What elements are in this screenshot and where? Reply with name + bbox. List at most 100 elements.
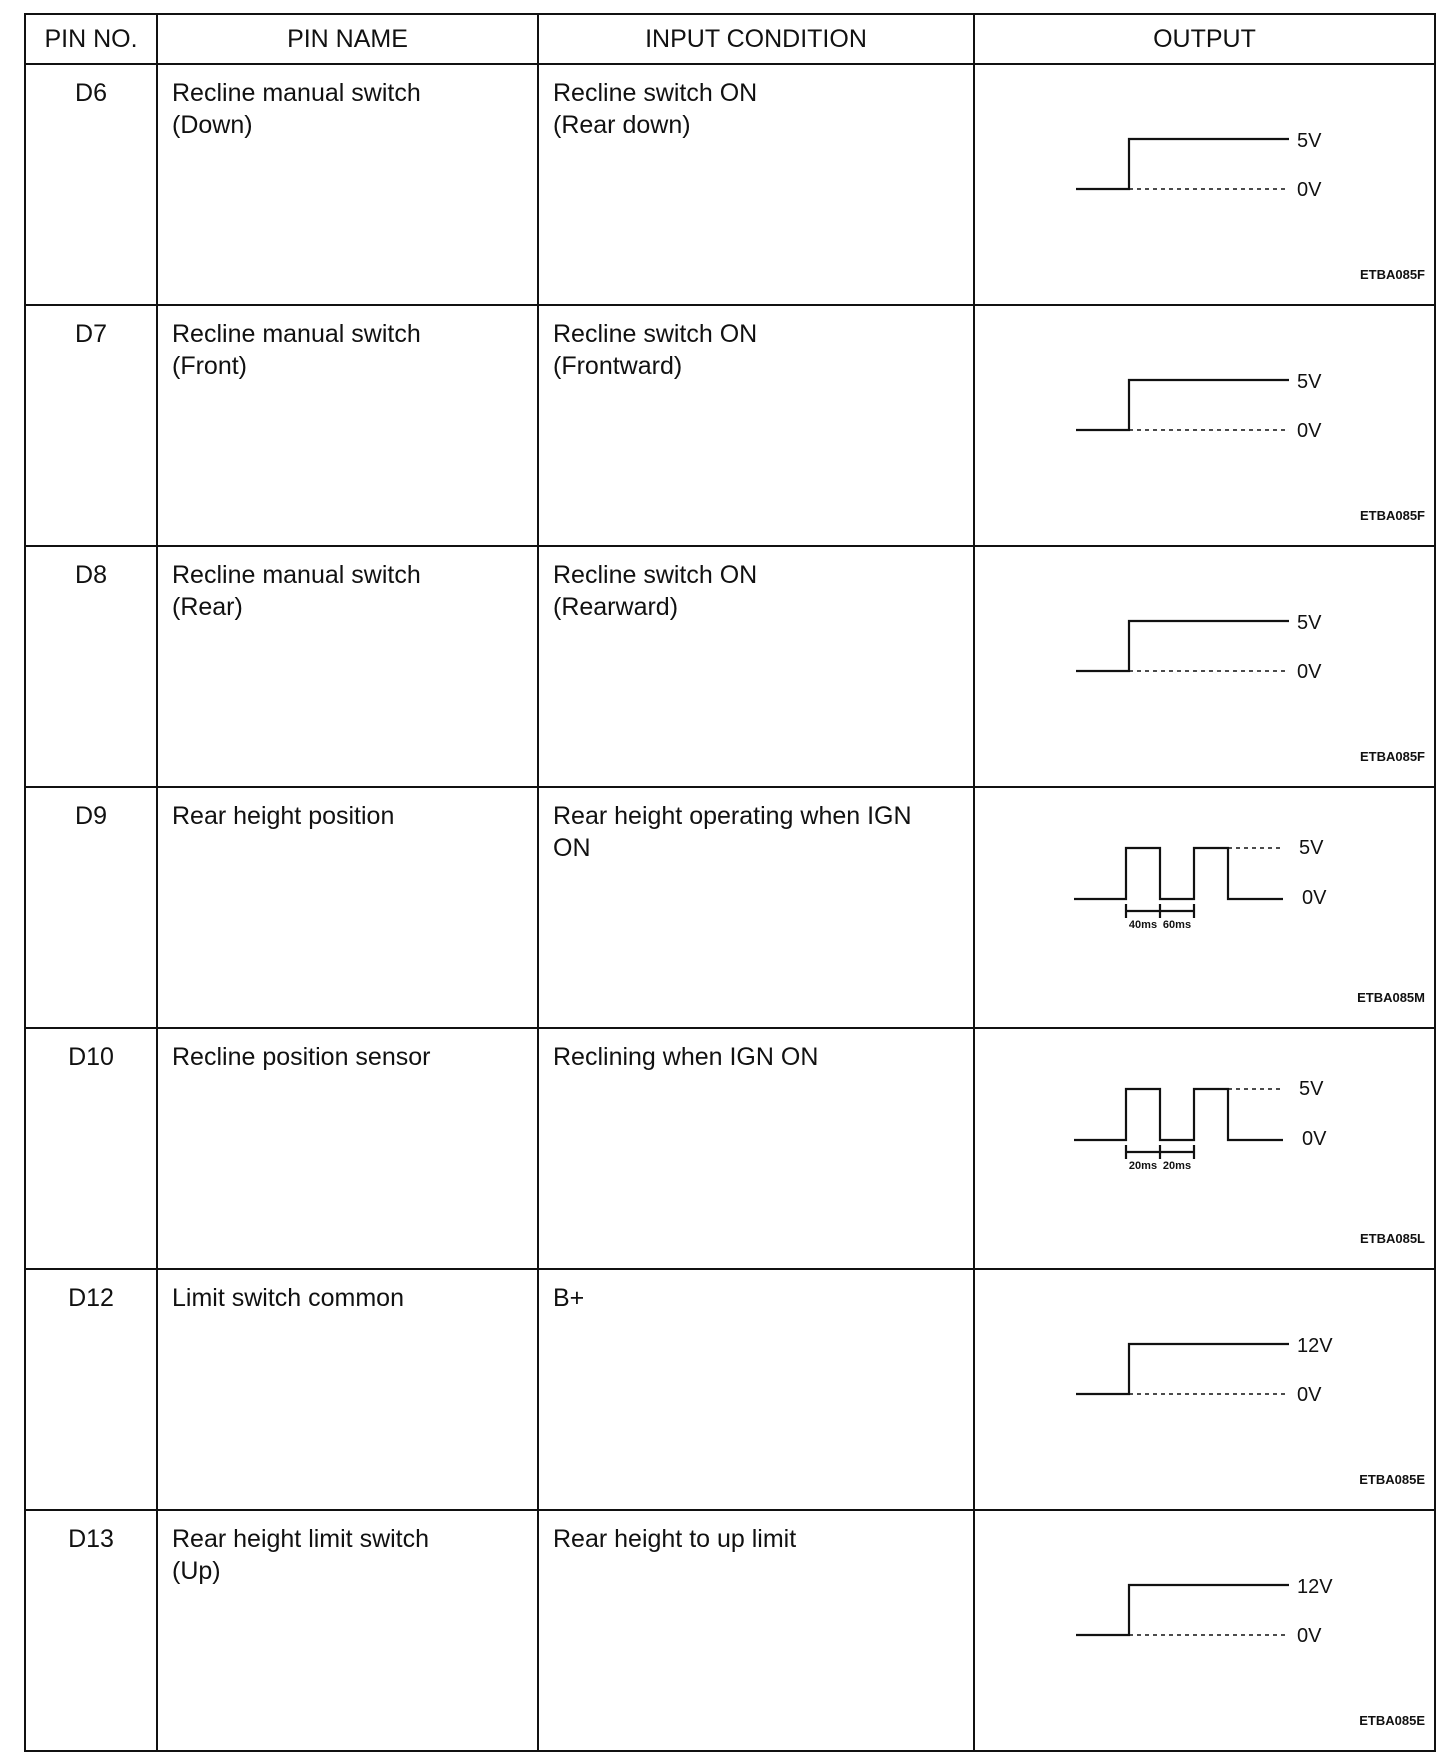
pin-number-cell: D13 (24, 1509, 158, 1752)
output-cell: 12V 0V ETBA085E (973, 1509, 1436, 1752)
output-waveform: 5V 0V 40ms 60ms ETBA085M (1074, 837, 1425, 1005)
condition-line: (Frontward) (553, 352, 683, 380)
pin-number-cell: D10 (24, 1027, 158, 1270)
pin-name-line: (Rear) (172, 593, 243, 621)
figure-code: ETBA085F (1360, 749, 1425, 764)
pin-name-line: (Down) (172, 111, 253, 139)
pin-number: D6 (75, 79, 107, 107)
interval-label: 60ms (1163, 919, 1191, 931)
table-row: D9 Rear height position Rear height operat… (24, 786, 1436, 1029)
output-cell: 5V 0V ETBA085F (973, 545, 1436, 788)
pin-name-cell: Recline manual switch (Down) (156, 63, 539, 306)
input-condition-cell: Recline switch ON (Rear down) (537, 63, 975, 306)
interval-arrows (1124, 1145, 1196, 1159)
low-voltage-label: 0V (1297, 1625, 1322, 1647)
low-voltage-label: 0V (1302, 1128, 1327, 1150)
table-row: D6 Recline manual switch (Down) Recline swi… (24, 63, 1436, 306)
output-waveform: 12V 0V ETBA085E (1076, 1335, 1425, 1487)
pin-number-cell: D8 (24, 545, 158, 788)
output-cell: 5V 0V 40ms 60ms ETBA085M (973, 786, 1436, 1029)
pin-number-cell: D9 (24, 786, 158, 1029)
output-cell: 12V 0V ETBA085E (973, 1268, 1436, 1511)
low-voltage-label: 0V (1302, 887, 1327, 909)
header-pin-name: PIN NAME (156, 13, 539, 65)
table-row: D13 Rear height limit switch (Up) Rear heig… (24, 1509, 1436, 1752)
pin-name-cell: Recline position sensor (156, 1027, 539, 1270)
high-voltage-label: 5V (1297, 130, 1322, 152)
output-waveform: 12V 0V ETBA085E (1076, 1576, 1425, 1728)
output-waveform: 5V 0V ETBA085F (1076, 612, 1425, 764)
pin-name-line: Recline position sensor (172, 1043, 431, 1071)
pin-number: D10 (68, 1043, 114, 1071)
pin-number-cell: D6 (24, 63, 158, 306)
high-voltage-label: 12V (1297, 1576, 1333, 1598)
condition-line: ON (553, 834, 591, 862)
table-row: D7 Recline manual switch (Front) Recline sw… (24, 304, 1436, 547)
pin-name-line: Limit switch common (172, 1284, 404, 1312)
pin-name-line: (Up) (172, 1557, 221, 1585)
signal-line (1076, 1342, 1289, 1396)
pin-number: D9 (75, 802, 107, 830)
header-row: PIN NO. PIN NAME INPUT CONDITION OUTPUT (24, 13, 1436, 65)
output-waveform: 5V 0V 20ms 20ms ETBA085L (1074, 1078, 1425, 1246)
pin-name-cell: Rear height limit switch (Up) (156, 1509, 539, 1752)
pin-name-cell: Limit switch common (156, 1268, 539, 1511)
condition-line: (Rearward) (553, 593, 679, 621)
output-cell: 5V 0V ETBA085F (973, 63, 1436, 306)
pin-name-line: (Front) (172, 352, 247, 380)
condition-line: Reclining when IGN ON (553, 1043, 819, 1071)
low-voltage-label: 0V (1297, 1384, 1322, 1406)
pin-name-line: Rear height limit switch (172, 1525, 430, 1553)
condition-line: Recline switch ON (553, 320, 758, 348)
figure-code: ETBA085F (1360, 267, 1425, 282)
signal-line (1076, 137, 1289, 191)
condition-line: B+ (553, 1284, 585, 1312)
condition-line: Recline switch ON (553, 561, 758, 589)
header-pin-no: PIN NO. (24, 13, 158, 65)
output-waveform: 5V 0V ETBA085F (1076, 371, 1425, 523)
high-voltage-label: 12V (1297, 1335, 1333, 1357)
interval-label: 20ms (1163, 1160, 1191, 1172)
input-condition-cell: B+ (537, 1268, 975, 1511)
figure-code: ETBA085L (1360, 1231, 1425, 1246)
condition-line: Rear height to up limit (553, 1525, 797, 1553)
header-input-condition: INPUT CONDITION (537, 13, 975, 65)
signal-line (1074, 846, 1283, 901)
input-condition-cell: Recline switch ON (Frontward) (537, 304, 975, 547)
pin-name-cell: Rear height position (156, 786, 539, 1029)
input-condition-cell: Reclining when IGN ON (537, 1027, 975, 1270)
figure-code: ETBA085E (1359, 1713, 1425, 1728)
low-voltage-label: 0V (1297, 179, 1322, 201)
pin-name-line: Recline manual switch (172, 79, 421, 107)
pin-number: D7 (75, 320, 107, 348)
interval-label: 20ms (1129, 1160, 1157, 1172)
pin-name-line: Recline manual switch (172, 561, 421, 589)
figure-code: ETBA085E (1359, 1472, 1425, 1487)
signal-line (1076, 619, 1289, 673)
table-row: D10 Recline position sensor Reclining when… (24, 1027, 1436, 1270)
pin-table: PIN NO. PIN NAME INPUT CONDITION OUTPUT … (24, 13, 1436, 1752)
pin-name-cell: Recline manual switch (Front) (156, 304, 539, 547)
condition-line: (Rear down) (553, 111, 691, 139)
input-condition-cell: Rear height to up limit (537, 1509, 975, 1752)
figure-code: ETBA085M (1357, 990, 1425, 1005)
signal-line (1076, 1583, 1289, 1637)
signal-line (1074, 1087, 1283, 1142)
high-voltage-label: 5V (1297, 371, 1322, 393)
pin-name-line: Recline manual switch (172, 320, 421, 348)
pin-name-cell: Recline manual switch (Rear) (156, 545, 539, 788)
pin-number: D13 (68, 1525, 114, 1553)
output-cell: 5V 0V ETBA085F (973, 304, 1436, 547)
table-row: D8 Recline manual switch (Rear) Recline swi… (24, 545, 1436, 788)
pin-number: D8 (75, 561, 107, 589)
input-condition-cell: Rear height operating when IGN ON (537, 786, 975, 1029)
interval-arrows (1124, 904, 1196, 918)
interval-label: 40ms (1129, 919, 1157, 931)
header-output: OUTPUT (973, 13, 1436, 65)
high-voltage-label: 5V (1297, 612, 1322, 634)
pin-number-cell: D12 (24, 1268, 158, 1511)
pin-name-line: Rear height position (172, 802, 395, 830)
figure-code: ETBA085F (1360, 508, 1425, 523)
signal-line (1076, 378, 1289, 432)
high-voltage-label: 5V (1299, 837, 1324, 859)
